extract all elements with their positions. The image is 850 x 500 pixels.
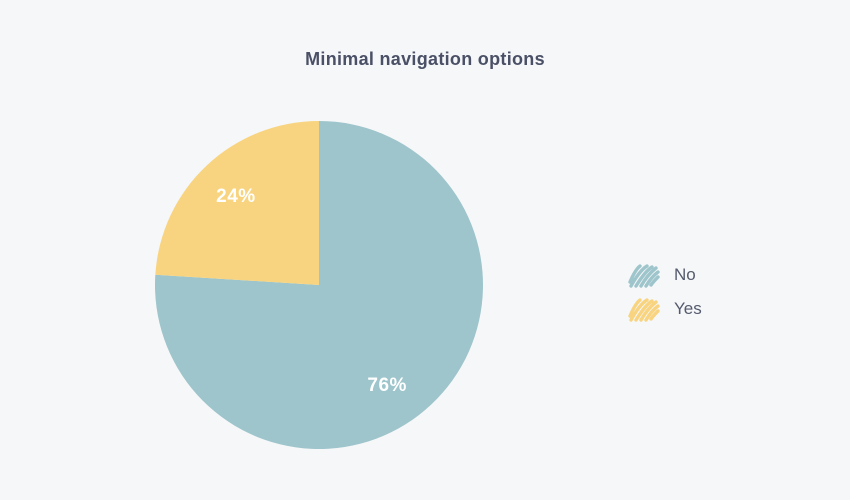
legend-label-yes: Yes <box>674 298 702 318</box>
legend-swatch-no-icon <box>628 263 660 288</box>
legend-item-no[interactable]: No <box>626 261 702 288</box>
legend-swatch-yes-icon <box>628 297 660 322</box>
pie-slice-yes[interactable] <box>155 121 319 285</box>
slice-label-no: 76% <box>367 375 407 396</box>
legend-label-no: No <box>674 264 696 284</box>
legend: No Yes <box>626 261 702 322</box>
legend-item-yes[interactable]: Yes <box>626 295 702 322</box>
slice-label-yes: 24% <box>216 186 256 207</box>
pie-slice-no[interactable] <box>154 121 483 449</box>
chart-title: Minimal navigation options <box>305 49 545 69</box>
